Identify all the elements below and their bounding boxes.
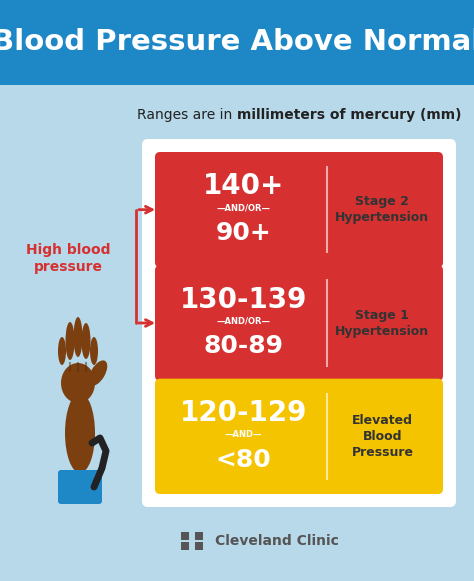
FancyBboxPatch shape (155, 152, 443, 267)
FancyBboxPatch shape (142, 139, 456, 507)
Text: Stage 1
Hypertension: Stage 1 Hypertension (335, 309, 429, 338)
FancyBboxPatch shape (58, 470, 102, 504)
Bar (195, 542, 203, 550)
Ellipse shape (65, 393, 95, 473)
Text: Cleveland Clinic: Cleveland Clinic (215, 534, 339, 548)
Text: millimeters of mercury (mm): millimeters of mercury (mm) (237, 108, 462, 122)
Ellipse shape (90, 337, 98, 365)
Bar (181, 542, 189, 550)
Text: 130-139: 130-139 (180, 286, 307, 314)
Text: 80-89: 80-89 (203, 334, 283, 358)
Text: —AND/OR—: —AND/OR— (217, 203, 270, 212)
Bar (195, 532, 203, 540)
Bar (181, 532, 189, 540)
Bar (0, 0, 474, 85)
Text: Stage 2
Hypertension: Stage 2 Hypertension (335, 195, 429, 224)
Text: <80: <80 (216, 447, 271, 472)
Text: Elevated
Blood
Pressure: Elevated Blood Pressure (351, 414, 413, 459)
FancyBboxPatch shape (155, 379, 443, 494)
Text: 140+: 140+ (203, 173, 284, 200)
Ellipse shape (89, 360, 107, 386)
Ellipse shape (61, 363, 95, 403)
Text: —AND—: —AND— (225, 430, 262, 439)
Ellipse shape (73, 317, 82, 357)
Text: High blood
pressure: High blood pressure (26, 243, 110, 274)
Text: Blood Pressure Above Normal: Blood Pressure Above Normal (0, 28, 474, 56)
Text: Ranges are in: Ranges are in (137, 108, 237, 122)
Ellipse shape (82, 323, 91, 359)
Text: 90+: 90+ (216, 221, 271, 245)
Text: 120-129: 120-129 (180, 399, 307, 427)
Ellipse shape (65, 322, 74, 360)
FancyBboxPatch shape (155, 266, 443, 381)
Ellipse shape (58, 337, 66, 365)
Text: —AND/OR—: —AND/OR— (217, 317, 270, 325)
